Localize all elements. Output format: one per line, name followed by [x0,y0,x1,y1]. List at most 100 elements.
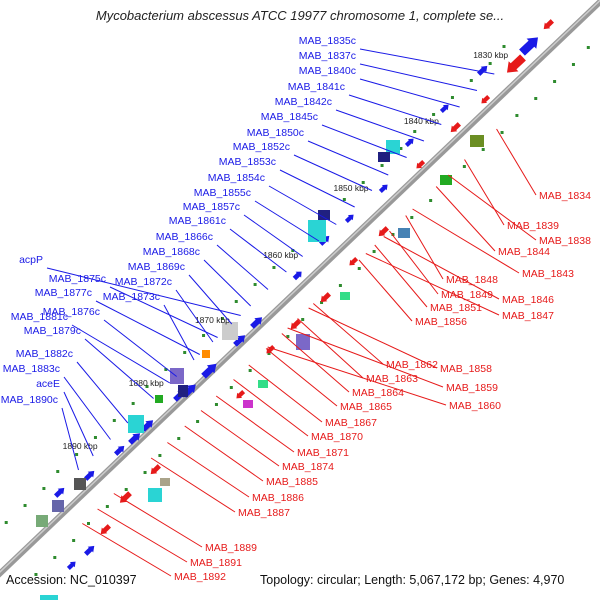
minus-strand-gene-arrow[interactable] [320,292,331,303]
special-gene-block[interactable] [128,415,144,433]
gene-label-plus[interactable]: acpP [19,254,43,266]
plus-strand-gene-arrow[interactable] [128,433,141,445]
special-gene-block[interactable] [148,488,162,502]
gene-label-minus[interactable]: MAB_1847 [502,310,554,322]
special-gene-block[interactable] [178,385,188,397]
special-gene-block[interactable] [258,380,268,388]
special-gene-block[interactable] [378,152,390,162]
special-gene-block[interactable] [318,210,330,220]
minus-strand-gene-arrow[interactable] [100,524,111,535]
plus-strand-gene-arrow[interactable] [404,138,414,147]
gene-label-plus[interactable]: MAB_1866c [156,231,213,243]
plus-strand-gene-arrow[interactable] [378,184,388,193]
gene-label-plus[interactable]: MAB_1854c [208,172,265,184]
gene-label-plus[interactable]: MAB_1883c [3,363,60,375]
gene-label-minus[interactable]: MAB_1848 [446,274,498,286]
gene-label-plus[interactable]: MAB_1879c [24,325,81,337]
gene-label-minus[interactable]: MAB_1858 [440,363,492,375]
minus-strand-gene-arrow[interactable] [481,95,491,104]
plus-strand-gene-arrow[interactable] [477,65,488,76]
special-gene-block[interactable] [243,400,253,408]
gene-label-minus[interactable]: MAB_1863 [366,373,418,385]
gene-label-plus[interactable]: MAB_1857c [183,201,240,213]
special-gene-block[interactable] [340,292,350,300]
gene-label-plus[interactable]: MAB_1869c [128,261,185,273]
gene-label-minus[interactable]: MAB_1849 [441,289,493,301]
gene-label-minus[interactable]: MAB_1838 [539,235,591,247]
gene-label-minus[interactable]: MAB_1874 [282,461,334,473]
gene-label-plus[interactable]: MAB_1845c [261,111,318,123]
gene-label-plus[interactable]: MAB_1877c [35,287,92,299]
plus-strand-gene-arrow[interactable] [344,214,354,223]
gene-label-minus[interactable]: MAB_1859 [446,382,498,394]
special-gene-block[interactable] [296,334,310,350]
gene-label-plus[interactable]: MAB_1875c [49,273,106,285]
gene-label-plus[interactable]: MAB_1882c [16,348,73,360]
gene-label-minus[interactable]: MAB_1839 [507,220,559,232]
plus-strand-gene-arrow[interactable] [54,487,65,498]
plus-strand-gene-arrow[interactable] [292,271,302,281]
gene-label-plus[interactable]: MAB_1876c [43,306,100,318]
gene-label-minus[interactable]: MAB_1871 [297,447,349,459]
gene-label-minus[interactable]: MAB_1870 [311,431,363,443]
gene-label-plus[interactable]: MAB_1861c [169,215,226,227]
gene-label-minus[interactable]: MAB_1844 [498,246,550,258]
gene-label-minus[interactable]: MAB_1834 [539,190,591,202]
special-gene-block[interactable] [470,135,484,147]
gene-label-plus[interactable]: MAB_1841c [288,81,345,93]
special-gene-block[interactable] [440,175,452,185]
minus-strand-gene-arrow[interactable] [507,54,526,73]
plus-strand-gene-arrow[interactable] [84,470,95,481]
special-gene-block[interactable] [222,322,238,340]
special-gene-block[interactable] [52,500,64,512]
gene-label-plus[interactable]: MAB_1881c [11,311,68,323]
gene-label-minus[interactable]: MAB_1892 [174,571,226,583]
special-gene-block[interactable] [308,220,326,242]
gene-label-minus[interactable]: MAB_1865 [340,401,392,413]
minus-strand-gene-arrow[interactable] [290,319,301,330]
minus-strand-gene-arrow[interactable] [450,122,461,133]
gene-label-plus[interactable]: MAB_1868c [143,246,200,258]
special-gene-block[interactable] [398,228,410,238]
plus-strand-gene-arrow[interactable] [84,545,95,556]
gene-label-minus[interactable]: MAB_1851 [430,302,482,314]
gene-label-minus[interactable]: MAB_1860 [449,400,501,412]
minus-strand-gene-arrow[interactable] [416,160,426,169]
gene-label-plus[interactable]: MAB_1835c [299,35,356,47]
minus-strand-gene-arrow[interactable] [378,226,389,237]
gene-label-plus[interactable]: MAB_1837c [299,50,356,62]
gene-label-minus[interactable]: MAB_1856 [415,316,467,328]
minus-strand-gene-arrow[interactable] [349,257,359,266]
gene-label-plus[interactable]: MAB_1840c [299,65,356,77]
gene-label-plus[interactable]: MAB_1890c [1,394,58,406]
gene-label-minus[interactable]: MAB_1867 [325,417,377,429]
gene-label-minus[interactable]: MAB_1885 [266,476,318,488]
minus-strand-gene-arrow[interactable] [150,464,161,475]
special-gene-block[interactable] [202,350,210,358]
gene-label-plus[interactable]: MAB_1855c [194,187,251,199]
plus-strand-gene-arrow[interactable] [114,445,125,456]
plus-strand-gene-arrow[interactable] [141,420,154,432]
gene-label-minus[interactable]: MAB_1846 [502,294,554,306]
plus-strand-gene-arrow[interactable] [439,104,449,113]
gene-label-plus[interactable]: MAB_1873c [103,291,160,303]
plus-strand-gene-arrow[interactable] [201,363,217,379]
minus-strand-gene-arrow[interactable] [119,491,132,503]
gene-label-minus[interactable]: MAB_1862 [386,359,438,371]
gene-label-plus[interactable]: aceE [36,378,60,390]
gene-label-plus[interactable]: MAB_1872c [115,276,172,288]
special-gene-block[interactable] [160,478,170,486]
gene-label-plus[interactable]: MAB_1850c [247,127,304,139]
gene-label-minus[interactable]: MAB_1889 [205,542,257,554]
gene-label-plus[interactable]: MAB_1852c [233,141,290,153]
special-gene-block[interactable] [40,595,58,600]
gene-label-plus[interactable]: MAB_1853c [219,156,276,168]
minus-strand-gene-arrow[interactable] [543,19,554,30]
gene-label-minus[interactable]: MAB_1891 [190,557,242,569]
special-gene-block[interactable] [155,395,163,403]
plus-strand-gene-arrow[interactable] [66,561,76,570]
gene-label-minus[interactable]: MAB_1864 [352,387,404,399]
gene-label-minus[interactable]: MAB_1886 [252,492,304,504]
gene-label-plus[interactable]: MAB_1842c [275,96,332,108]
special-gene-block[interactable] [36,515,48,527]
